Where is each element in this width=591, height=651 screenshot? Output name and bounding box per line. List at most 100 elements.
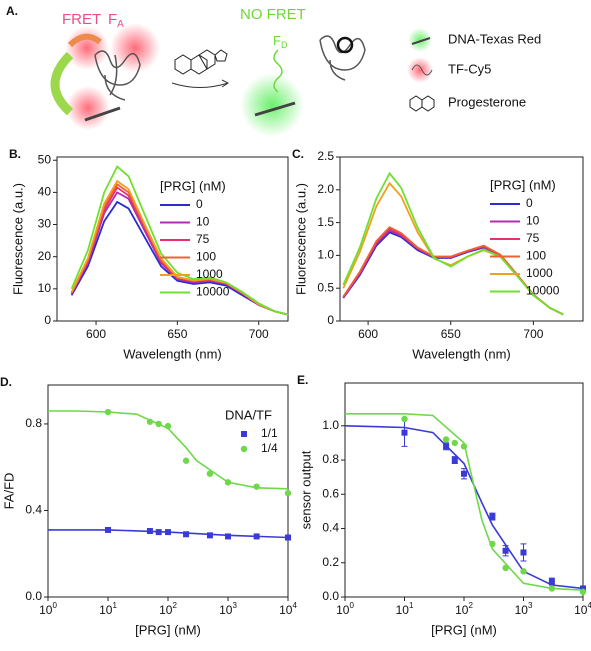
y-tick-label: 20 — [38, 249, 52, 263]
plot-frame — [339, 156, 584, 322]
y-tick-label: 0 — [44, 313, 51, 327]
panel-label: E. — [297, 373, 308, 387]
spectrum-line — [70, 165, 289, 316]
fd-sub: D — [281, 40, 288, 50]
point — [183, 531, 190, 538]
point — [401, 429, 408, 436]
point — [460, 443, 468, 450]
arrow — [67, 33, 102, 48]
fa-sub: A — [117, 19, 124, 30]
y-axis-label: FA/FD — [1, 473, 16, 510]
legend-label: 1000 — [196, 267, 223, 281]
y-tick-label: 10 — [38, 281, 52, 295]
x-tick-label: 650 — [167, 327, 187, 341]
point — [579, 588, 587, 596]
legend-title: [PRG] (nM) — [490, 177, 556, 192]
legend-label: 100 — [526, 249, 546, 263]
legend-swatch — [240, 445, 248, 453]
dna — [84, 106, 121, 122]
panel-label: D. — [0, 375, 12, 389]
y-tick-label: 1.5 — [317, 215, 334, 229]
x-axis-label: Wavelength (nm) — [412, 346, 511, 361]
y-tick-label: 0.0 — [25, 589, 42, 603]
point — [520, 568, 527, 575]
point — [206, 532, 213, 539]
legend-label: 10 — [196, 215, 210, 229]
fit-line — [344, 425, 584, 590]
glow — [110, 23, 160, 73]
y-axis-label: Fluorescence (a.u.) — [293, 183, 308, 295]
y-tick-label: 0.0 — [322, 589, 339, 603]
y-tick-label: 40 — [38, 185, 52, 199]
x-tick-label: 103 — [219, 601, 237, 617]
legend-label: 10000 — [196, 285, 230, 299]
plot-frame — [344, 382, 584, 598]
legend-glow — [407, 57, 433, 83]
legend-text: Progesterone — [448, 94, 526, 109]
spectrum-line — [342, 171, 564, 316]
point — [253, 533, 260, 540]
x-axis-label: [PRG] (nM) — [135, 622, 201, 637]
legend-label: 0 — [196, 197, 203, 211]
point — [104, 408, 112, 416]
y-tick-label: 0.4 — [25, 503, 42, 517]
legend-label: 10 — [526, 214, 540, 228]
fd: F — [273, 33, 281, 48]
fret: FRET — [62, 11, 101, 28]
emission — [273, 49, 283, 93]
point — [443, 443, 450, 450]
x-axis-label: Wavelength (nm) — [123, 346, 222, 361]
legend-swatch — [241, 431, 247, 437]
legend-label: 75 — [526, 231, 540, 245]
y-tick-label: 1.0 — [317, 248, 334, 262]
arrowhead — [221, 79, 229, 88]
legend-title: [PRG] (nM) — [160, 178, 226, 193]
y-tick-label: 2.5 — [317, 149, 334, 163]
arrow — [50, 51, 74, 116]
point — [489, 513, 496, 520]
glow — [65, 26, 109, 70]
x-tick-label: 600 — [358, 327, 378, 341]
fa-label: FA — [108, 11, 124, 30]
point — [182, 457, 190, 464]
legend-label: 100 — [196, 250, 216, 264]
point — [206, 470, 214, 477]
legend-label: 1000 — [526, 266, 553, 280]
fret-label: FRET — [62, 11, 101, 28]
legend-label: 75 — [196, 232, 210, 246]
fit-line — [345, 413, 584, 591]
point — [580, 585, 586, 592]
point — [155, 420, 162, 428]
panel-label: C. — [292, 147, 304, 161]
legend-label: 1/4 — [261, 441, 278, 455]
y-tick-label: 0.6 — [322, 486, 339, 500]
protein — [94, 50, 141, 101]
point — [548, 585, 556, 592]
x-tick-label: 104 — [279, 601, 297, 617]
reaction-arrow — [171, 82, 229, 88]
x-axis-label: [PRG] (nM) — [431, 622, 497, 637]
point — [461, 470, 467, 477]
x-tick-label: 100 — [336, 601, 354, 617]
y-tick-label: 30 — [38, 217, 52, 231]
y-tick-label: 0.2 — [322, 555, 339, 569]
y-axis-label: Fluorescence (a.u.) — [10, 183, 25, 295]
y-tick-label: 0.8 — [322, 452, 339, 466]
point — [105, 526, 111, 533]
point — [155, 529, 162, 536]
x-tick-label: 102 — [455, 601, 473, 617]
y-tick-label: 0.8 — [25, 416, 42, 430]
y-tick-label: 1.0 — [322, 418, 339, 432]
legend-glow — [408, 28, 432, 52]
y-tick-label: 0.5 — [317, 280, 334, 294]
point — [520, 549, 527, 556]
dna — [254, 101, 296, 117]
legend-label: 1/1 — [261, 426, 278, 440]
point — [164, 422, 172, 430]
x-tick-label: 700 — [249, 327, 269, 341]
x-tick-label: 101 — [396, 601, 414, 617]
y-tick-label: 50 — [38, 152, 52, 166]
plot-frame — [56, 156, 289, 322]
legend-title: DNA/TF — [225, 407, 272, 422]
